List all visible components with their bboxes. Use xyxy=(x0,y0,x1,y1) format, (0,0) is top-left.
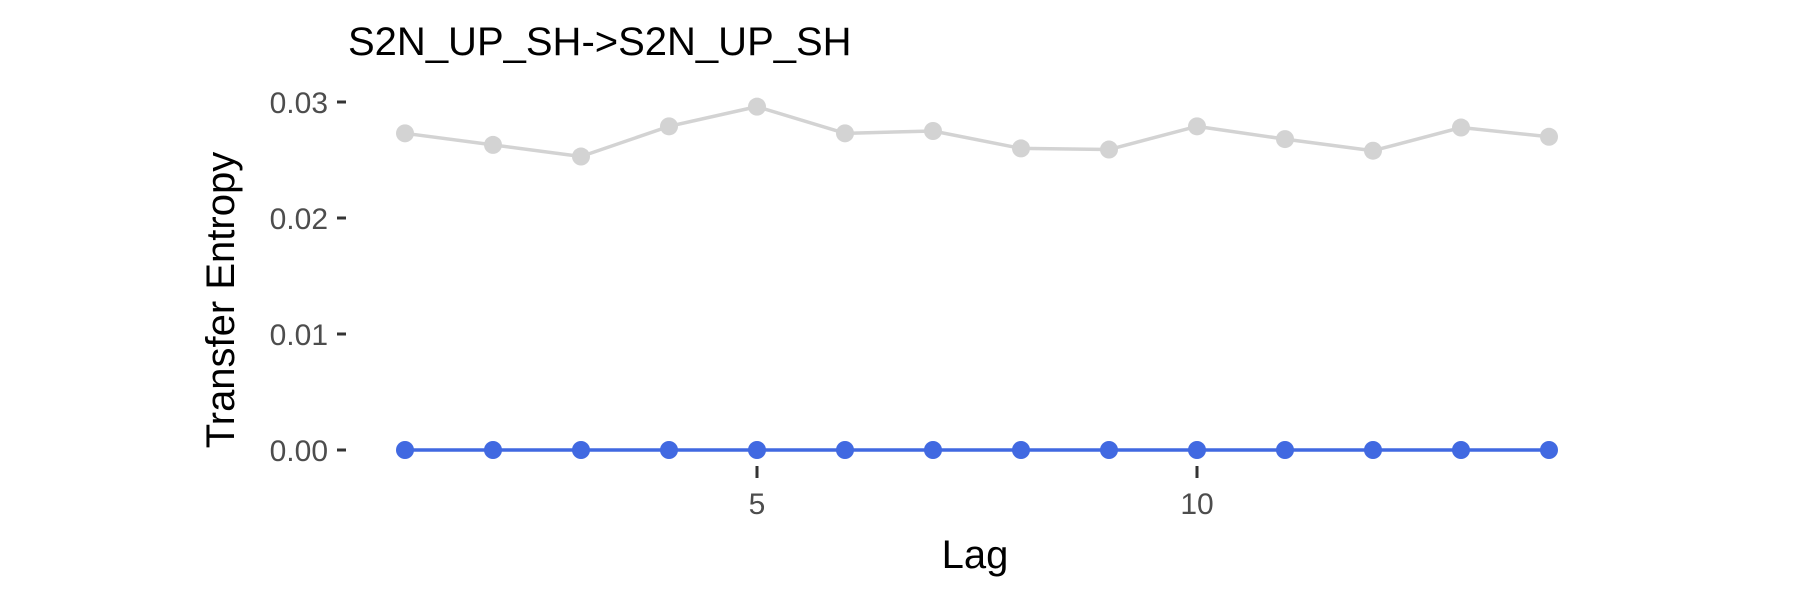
data-point xyxy=(1364,141,1382,160)
data-point xyxy=(1100,441,1118,459)
y-tick-label: 0.01 xyxy=(270,319,328,352)
data-point xyxy=(924,122,942,140)
data-point xyxy=(748,441,766,459)
x-axis-title: Lag xyxy=(942,533,1009,577)
data-point xyxy=(1540,441,1558,459)
data-point xyxy=(1188,117,1206,136)
series-2 xyxy=(396,441,1558,459)
data-point xyxy=(396,124,414,143)
series-1 xyxy=(396,97,1558,166)
data-point xyxy=(1452,441,1470,459)
data-point xyxy=(660,117,678,136)
data-point xyxy=(572,441,590,459)
chart-title: S2N_UP_SH->S2N_UP_SH xyxy=(348,20,852,64)
y-tick-label: 0.00 xyxy=(270,435,328,468)
data-point xyxy=(1100,140,1118,159)
data-point xyxy=(836,124,854,143)
x-axis: 5 10 xyxy=(749,466,1214,521)
data-point xyxy=(1364,441,1382,459)
data-point xyxy=(572,147,590,166)
data-point xyxy=(1276,441,1294,459)
y-axis-title: Transfer Entropy xyxy=(199,152,243,448)
series-layer xyxy=(396,97,1558,459)
data-point xyxy=(1188,441,1206,459)
series-line xyxy=(404,104,1550,159)
data-point xyxy=(1452,118,1470,137)
data-point xyxy=(1012,139,1030,158)
data-point xyxy=(1276,130,1294,149)
y-tick-label: 0.03 xyxy=(270,87,328,120)
data-point xyxy=(1540,127,1558,146)
y-axis: 0.00 0.01 0.02 0.03 xyxy=(270,87,346,468)
data-point xyxy=(660,441,678,459)
data-point xyxy=(836,441,854,459)
data-point xyxy=(748,97,766,116)
data-point xyxy=(924,441,942,459)
y-tick-label: 0.02 xyxy=(270,203,328,236)
data-point xyxy=(484,135,502,154)
data-point xyxy=(396,441,414,459)
data-point xyxy=(1012,441,1030,459)
x-tick-label: 5 xyxy=(749,488,766,521)
data-point xyxy=(484,441,502,459)
x-tick-label: 10 xyxy=(1180,488,1213,521)
